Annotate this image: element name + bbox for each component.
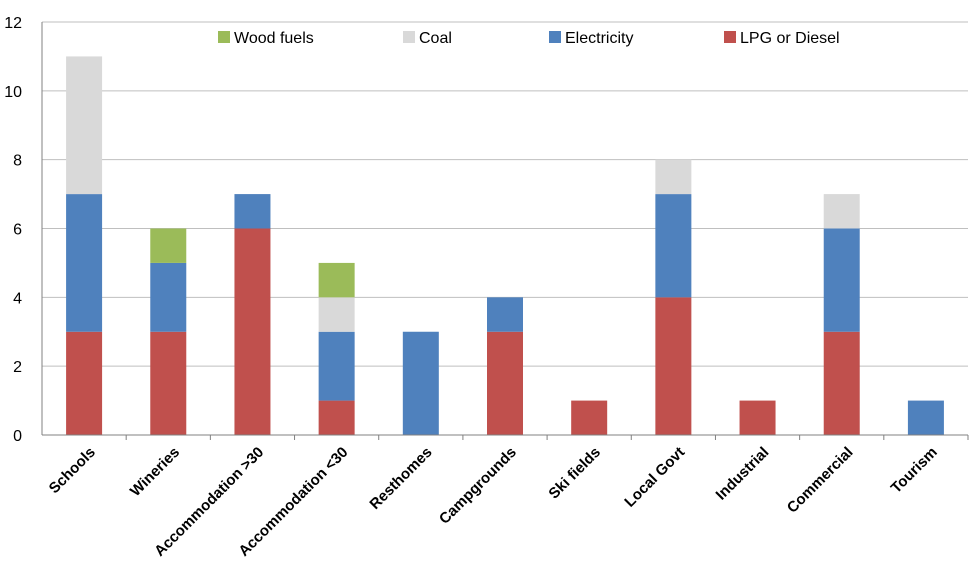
legend-swatch (403, 31, 415, 43)
bar-segment (318, 297, 355, 332)
bar-segment (318, 331, 355, 401)
legend-swatch (549, 31, 561, 43)
bar-segment (66, 331, 103, 435)
legend-swatch (218, 31, 230, 43)
bar-segment (823, 194, 860, 229)
bar-segment (487, 297, 523, 332)
bar-segment (655, 159, 692, 195)
bar-segment (402, 331, 439, 435)
legend-label: Wood fuels (234, 30, 314, 47)
bar-segment (571, 400, 608, 435)
y-tick-label: 6 (13, 222, 22, 239)
gridlines (42, 21, 968, 367)
bar-segment (739, 400, 776, 435)
bar-segment (150, 331, 187, 435)
bar-segment (823, 331, 860, 435)
bar-segment (234, 194, 271, 229)
bars (66, 56, 944, 435)
bar-segment (150, 228, 187, 263)
bar-segment (487, 331, 523, 435)
bar-segment (823, 228, 860, 332)
x-tick-label: Schools (46, 444, 99, 497)
bar-segment (318, 262, 355, 298)
legend-label: LPG or Diesel (740, 30, 840, 47)
y-tick-label: 12 (4, 15, 22, 32)
bar-segment (66, 56, 103, 195)
x-tick-label: Tourism (888, 444, 941, 497)
legend-swatch (724, 31, 736, 43)
x-tick-label: Industrial (713, 444, 773, 504)
legend-label: Coal (419, 30, 452, 47)
legend-label: Electricity (565, 30, 633, 47)
y-tick-label: 0 (13, 428, 22, 445)
y-tick-label: 8 (13, 153, 22, 170)
x-tick-label: Campgrounds (436, 444, 520, 528)
x-tick-label: Resthomes (366, 444, 435, 513)
bar-segment (655, 297, 692, 435)
bar-segment (907, 400, 944, 435)
bar-segment (66, 194, 103, 332)
x-tick-label: Local Govt (621, 444, 688, 511)
bar-segment (234, 228, 271, 435)
y-tick-label: 10 (4, 84, 22, 101)
y-tick-label: 2 (13, 359, 22, 376)
x-tick-label: Commercial (784, 444, 857, 517)
y-tick-label: 4 (13, 290, 22, 307)
bar-segment (318, 400, 355, 435)
x-tick-label: Wineries (127, 444, 183, 500)
legend: Wood fuels Coal Electricity LPG or Diesel (218, 30, 840, 47)
x-tick-label: Ski fields (545, 444, 604, 503)
bar-segment (655, 194, 692, 298)
bar-segment (150, 262, 187, 332)
